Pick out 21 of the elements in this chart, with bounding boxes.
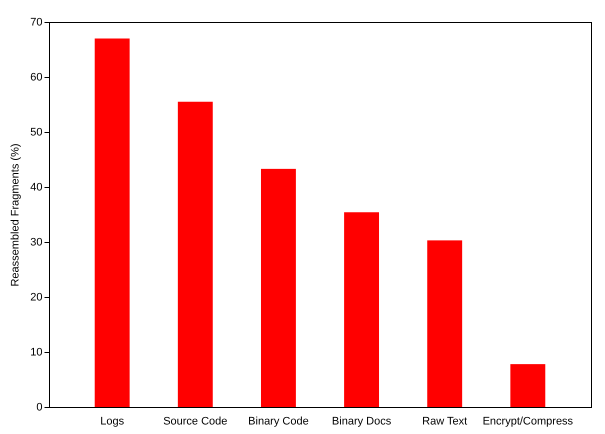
y-tick-label: 60	[30, 72, 42, 84]
bar	[344, 212, 380, 407]
y-axis-title: Reassembled Fragments (%)	[9, 143, 22, 287]
bar	[178, 102, 213, 407]
x-tick-label: Raw Text	[422, 416, 468, 428]
y-tick-label: 0	[36, 402, 42, 414]
y-tick-label: 70	[30, 16, 42, 28]
bar	[260, 168, 296, 407]
bar	[427, 240, 462, 407]
y-tick-label: 20	[30, 292, 42, 304]
y-tick-label: 50	[30, 126, 42, 138]
bar	[510, 364, 546, 407]
x-tick-label: Binary Code	[248, 416, 309, 428]
x-tick-label: Logs	[100, 416, 125, 428]
bar	[94, 38, 130, 407]
y-tick-label: 30	[30, 236, 42, 248]
x-tick-label: Binary Docs	[332, 416, 392, 428]
y-tick-label: 40	[30, 182, 42, 194]
y-tick-label: 10	[30, 346, 42, 358]
x-tick-label: Source Code	[163, 416, 228, 428]
x-tick-label: Encrypt/Compress	[482, 416, 574, 428]
